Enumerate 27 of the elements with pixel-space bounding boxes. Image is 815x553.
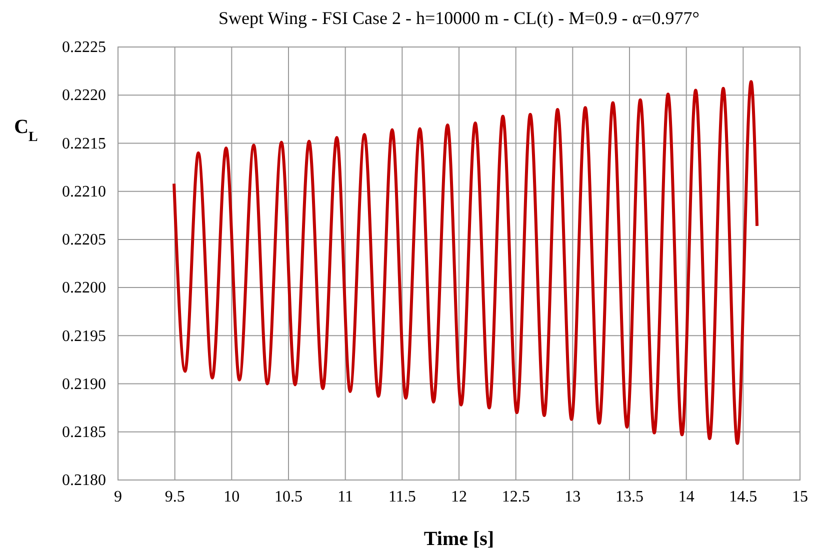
y-tick-label: 0.2185 xyxy=(62,424,106,442)
line-series xyxy=(172,80,759,445)
x-tick-label: 14 xyxy=(678,488,694,506)
x-tick-label: 12 xyxy=(451,488,467,506)
x-tick-label: 9 xyxy=(114,488,122,506)
x-tick-label: 9.5 xyxy=(164,488,185,506)
x-tick-label: 14.5 xyxy=(729,488,758,506)
x-tick-label: 12.5 xyxy=(502,488,530,506)
y-tick-label: 0.2195 xyxy=(62,328,106,345)
x-tick-label: 11.5 xyxy=(388,488,416,506)
y-tick-label: 0.2225 xyxy=(62,39,106,56)
x-tick-label: 10.5 xyxy=(274,488,302,506)
y-tick-label: 0.2215 xyxy=(62,135,106,152)
x-tick-label: 10 xyxy=(224,488,240,506)
chart-title: Swept Wing - FSI Case 2 - h=10000 m - CL(t) - M=0.9 - α=0.977° xyxy=(218,8,700,28)
y-tick-label: 0.2200 xyxy=(62,280,106,297)
y-tick-label: 0.2190 xyxy=(62,376,106,393)
y-tick-label: 0.2220 xyxy=(62,87,106,104)
x-axis-title: Time [s] xyxy=(424,528,494,550)
x-tick-label: 13.5 xyxy=(616,488,644,506)
y-tick-label: 0.2210 xyxy=(62,183,106,200)
x-tick-label: 11 xyxy=(338,488,354,506)
y-tick-label: 0.2180 xyxy=(62,472,106,490)
y-axis-title: C$_{L}$ xyxy=(14,116,38,144)
y-tick-label: 0.2205 xyxy=(62,232,106,249)
x-tick-label: 15 xyxy=(792,488,808,506)
x-tick-label: 13 xyxy=(564,488,581,506)
